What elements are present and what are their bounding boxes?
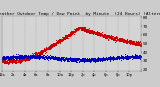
Title: Milwaukee Weather Outdoor Temp / Dew Point  by Minute  (24 Hours) (Alternate): Milwaukee Weather Outdoor Temp / Dew Poi… [0, 12, 160, 16]
